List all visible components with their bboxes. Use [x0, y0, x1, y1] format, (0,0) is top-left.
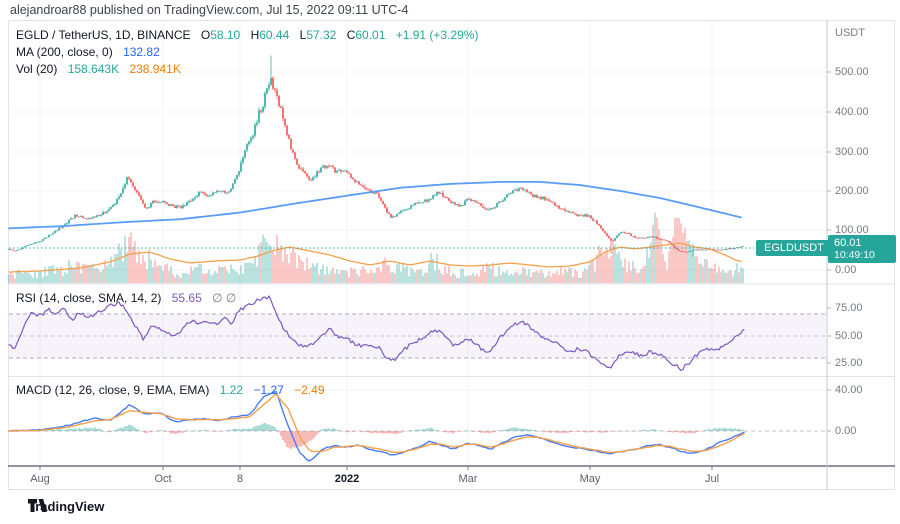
price-axis-label: USDT	[835, 27, 865, 39]
ohlc-low-value: 57.32	[306, 28, 337, 42]
symbol-price-flag: EGLDUSDT	[756, 240, 832, 256]
price-axis-label: 300.00	[835, 146, 869, 158]
tradingview-logo-icon	[28, 499, 47, 512]
vol-legend-label[interactable]: Vol (20)	[16, 62, 58, 76]
macd-hist-value: 1.22	[219, 383, 244, 397]
rsi-empty-icon: ∅	[225, 291, 237, 305]
time-axis-label: Jul	[704, 473, 720, 485]
attribution-text: alejandroar88 published on TradingView.c…	[10, 3, 409, 17]
price-axis-label: 25.00	[835, 357, 863, 369]
ohlc-high-value: 60.44	[259, 28, 290, 42]
price-axis-label: 40.00	[835, 384, 863, 396]
vol-legend-value2: 238.941K	[129, 62, 181, 76]
ma-legend-label[interactable]: MA (200, close, 0)	[16, 45, 113, 59]
time-axis-label: May	[579, 473, 601, 485]
macd-signal-value: −2.49	[294, 383, 325, 397]
ma-legend-value: 132.82	[123, 45, 160, 59]
price-axis-label: 2022	[334, 473, 360, 485]
rsi-empty-icon: ∅	[212, 291, 223, 305]
tradingview-brand-text[interactable]: TradingView	[28, 499, 105, 514]
symbol-title[interactable]: EGLD / TetherUS, 1D, BINANCE	[16, 28, 191, 42]
price-axis-label: 75.00	[835, 302, 863, 314]
price-axis-label: 400.00	[835, 106, 869, 118]
macd-pane-legend[interactable]: MACD (12, 26, close, 9, EMA, EMA) 1.22 −…	[16, 383, 325, 397]
rsi-pane-legend[interactable]: RSI (14, close, SMA, 14, 2) 55.65 ∅ ∅	[16, 291, 236, 305]
price-axis-label: 0.00	[835, 425, 857, 437]
main-pane-legend[interactable]: EGLD / TetherUS, 1D, BINANCE O58.10 H60.…	[16, 27, 478, 78]
price-axis-label: 500.00	[835, 66, 869, 78]
rsi-legend-value: 55.65	[171, 291, 202, 305]
macd-line-value: −1.27	[253, 383, 284, 397]
ohlc-open-label: O	[200, 28, 211, 42]
macd-legend-label[interactable]: MACD (12, 26, close, 9, EMA, EMA)	[16, 383, 210, 397]
time-axis-label: Mar	[458, 473, 478, 485]
last-price-badge: 60.01 10:49:10	[828, 235, 896, 263]
price-axis-label: 200.00	[835, 185, 869, 197]
ohlc-low-label: L	[299, 28, 307, 42]
price-axis-label: 50.00	[835, 330, 863, 342]
time-axis-label: Oct	[154, 473, 172, 485]
change-value: +1.91 (+3.29%)	[395, 28, 479, 42]
ohlc-close-label: C	[346, 28, 356, 42]
vol-legend-value1: 158.643K	[67, 62, 120, 76]
rsi-legend-label[interactable]: RSI (14, close, SMA, 14, 2)	[16, 291, 162, 305]
time-axis-label: 8	[236, 473, 244, 485]
ohlc-high-label: H	[250, 28, 260, 42]
ohlc-close-value: 60.01	[355, 28, 386, 42]
price-axis-label: 0.00	[835, 264, 857, 276]
time-axis-label: Aug	[30, 473, 50, 485]
last-price-value: 60.01	[834, 237, 862, 249]
price-axis-label: 100.00	[835, 224, 869, 236]
ohlc-open-value: 58.10	[210, 28, 241, 42]
countdown-timer: 10:49:10	[834, 249, 875, 261]
tradingview-footer[interactable]: TradingView	[28, 499, 104, 514]
